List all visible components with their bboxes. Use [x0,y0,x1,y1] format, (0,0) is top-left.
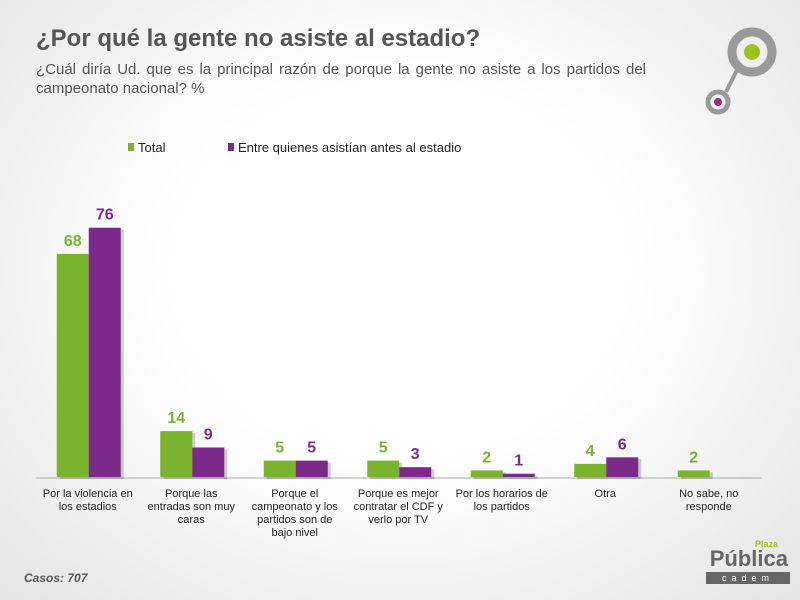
value-label: 4 [586,443,595,460]
logo-dot [744,44,760,60]
logo-dot [714,98,722,106]
bar [606,457,639,477]
logo-sub: cadem [722,573,774,583]
logo-ring [727,27,777,77]
bar [192,447,225,477]
legend-swatch [228,143,234,151]
bar [502,473,535,477]
category-label: Por la violencia en los estadios [42,488,133,513]
value-label: 5 [275,440,284,457]
bar [367,460,400,477]
value-label: 5 [379,440,388,457]
bar [470,470,503,477]
logo-band [706,572,790,584]
value-label: 3 [411,446,420,463]
bar [160,431,193,477]
value-label: 5 [307,440,316,457]
bar-shadow [505,475,538,479]
category-label: Otra [594,488,616,500]
value-label: 76 [96,207,114,224]
logo-small: Plaza [755,539,779,549]
category-label: Porque el campeonato y los partidos son … [251,488,338,539]
category-label: Porque las entradas son muy caras [147,488,235,526]
footer: Casos: 707 [24,571,89,585]
legend-swatch [128,143,134,151]
legend-label: Entre quienes asistían antes al estadio [238,140,461,155]
bar [574,463,607,477]
logo-main: Pública [710,546,789,571]
category-label: No sabe, no responde [679,488,739,513]
bar [88,227,121,477]
bar [399,467,432,477]
bar [56,253,89,477]
value-label: 2 [689,449,698,466]
category-label: Porque es mejor contratar el CDF y verlo… [353,488,443,526]
subtitle: ¿Cuál diría Ud. que es la principal razó… [36,61,646,97]
value-label: 14 [167,410,185,427]
value-label: 1 [514,453,523,470]
logo-link [724,67,740,93]
category-label: Por los horarios de los partidos [455,488,548,513]
bar [295,460,328,477]
legend-label: Total [138,140,166,155]
logo-ring [705,89,731,115]
value-label: 6 [618,436,627,453]
bar [677,470,710,477]
value-label: 2 [482,449,491,466]
value-label: 9 [204,426,213,443]
value-label: 68 [64,233,82,250]
bar [263,460,296,477]
title: ¿Por qué la gente no asiste al estadio? [36,25,480,52]
